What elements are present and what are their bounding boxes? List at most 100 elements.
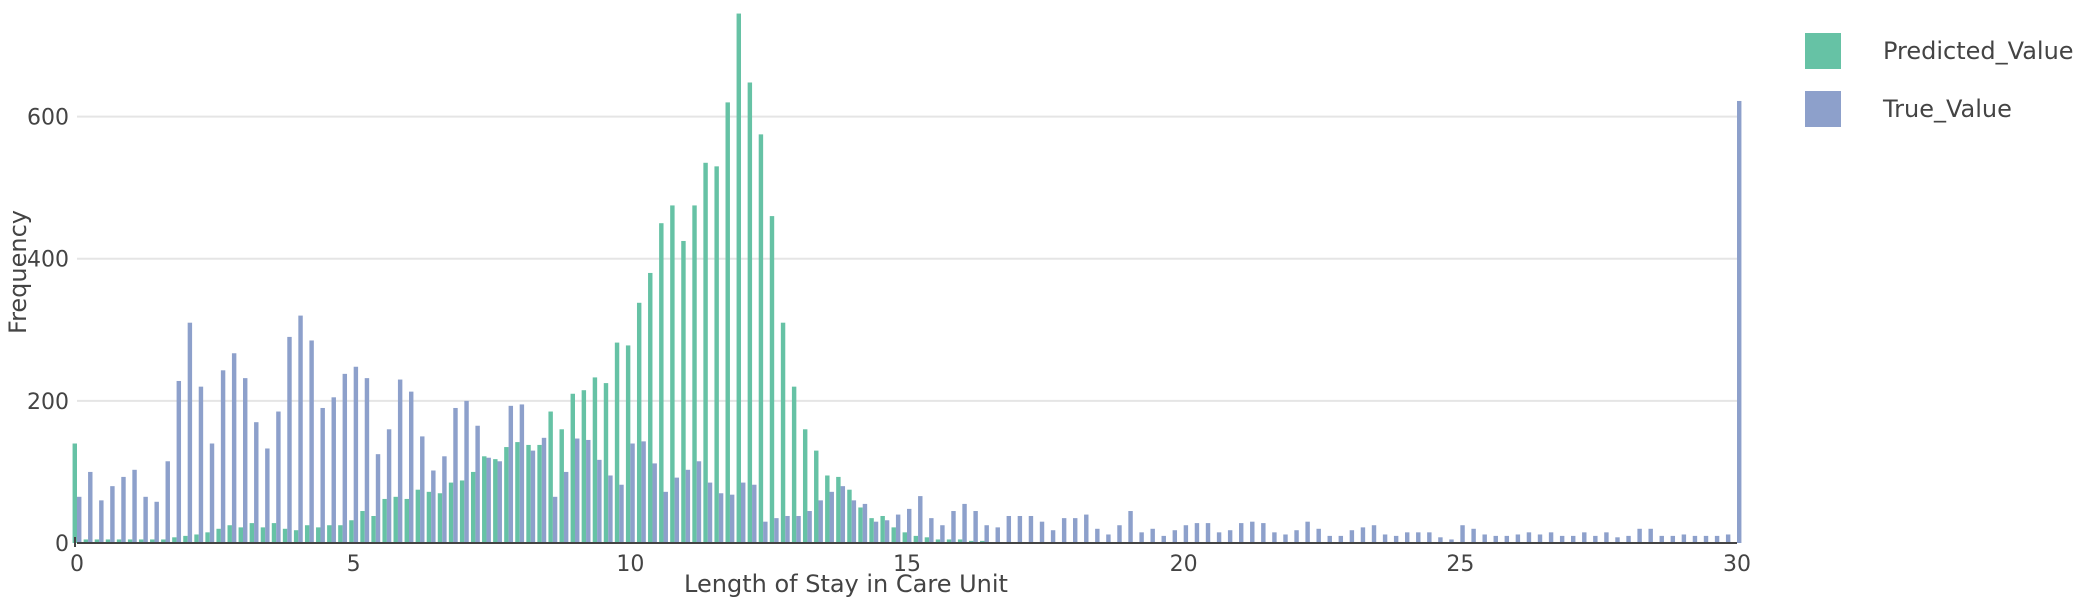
bar-true-21.8 <box>1283 534 1288 543</box>
bar-true-12.4 <box>763 521 768 543</box>
bar-true-22.2 <box>1305 521 1310 543</box>
bar-true-28.2 <box>1637 528 1642 543</box>
bar-true-23 <box>1349 530 1355 543</box>
bar-true-8.4 <box>541 437 547 543</box>
bar-true-5.6 <box>386 429 392 543</box>
bar-predicted-15 <box>902 532 907 543</box>
x-axis-title: Length of Stay in Care Unit <box>684 570 1008 598</box>
bar-predicted-9.6 <box>603 383 609 543</box>
bar-predicted-14.2 <box>858 507 863 543</box>
bar-true-19.4 <box>1150 528 1155 543</box>
bar-true-5 <box>353 366 359 543</box>
legend-swatch-true <box>1805 91 1841 127</box>
gridlines <box>77 115 1737 402</box>
bar-predicted-12.6 <box>769 216 775 543</box>
bar-predicted-9.8 <box>614 342 620 543</box>
bar-predicted-6.2 <box>415 489 421 543</box>
bar-true-0.4 <box>99 500 104 543</box>
x-tick-label-10: 10 <box>616 552 644 577</box>
bar-predicted-0.8 <box>116 539 122 543</box>
legend-item-true[interactable]: True_Value <box>1805 80 2095 138</box>
bar-true-5.8 <box>397 379 403 543</box>
bar-true-22 <box>1294 530 1299 543</box>
bar-predicted-2.6 <box>216 528 221 543</box>
bar-true-0.2 <box>88 471 93 543</box>
bar-true-0.8 <box>121 476 126 543</box>
bar-predicted-4.2 <box>304 525 310 543</box>
bar-true-24.2 <box>1416 532 1421 543</box>
bar-predicted-15.6 <box>935 539 941 543</box>
bar-predicted-10.2 <box>636 302 642 543</box>
bar-true-19.2 <box>1139 532 1144 543</box>
bar-true-0.6 <box>110 486 115 543</box>
bar-true-23.8 <box>1393 535 1399 543</box>
bar-true-12.6 <box>774 518 779 543</box>
bar-true-4.6 <box>331 397 336 543</box>
bar-true-14.4 <box>873 521 879 543</box>
bar-predicted-16.4 <box>980 540 985 543</box>
x-tick-label-15: 15 <box>893 552 921 577</box>
bar-predicted-11.4 <box>703 162 708 544</box>
legend-item-predicted[interactable]: Predicted_Value <box>1805 22 2095 80</box>
bar-true-1.4 <box>154 501 159 543</box>
bar-true-10.6 <box>663 491 668 543</box>
bar-true-12.2 <box>752 484 757 543</box>
bar-true-20.8 <box>1227 530 1233 543</box>
bar-true-23.2 <box>1360 527 1366 543</box>
bar-true-5.2 <box>364 378 370 543</box>
bar-predicted-5.6 <box>382 498 387 543</box>
bar-predicted-7.2 <box>470 471 476 543</box>
bar-true-1 <box>132 469 137 543</box>
bar-true-28 <box>1626 535 1631 543</box>
bar-true-25.2 <box>1471 528 1476 543</box>
bar-predicted-5.4 <box>371 515 376 543</box>
bar-true-16 <box>962 503 967 543</box>
bar-true-27.8 <box>1615 537 1620 543</box>
bar-true-10 <box>630 443 635 543</box>
x-tick-label-0: 0 <box>70 552 84 577</box>
bar-true-13.2 <box>807 511 812 543</box>
bar-true-12.8 <box>785 515 790 543</box>
bar-true-4.4 <box>320 407 325 543</box>
bar-predicted-3.8 <box>282 528 288 543</box>
bar-predicted-7.4 <box>482 456 487 543</box>
bar-true-18 <box>1073 518 1078 543</box>
bar-predicted-12.8 <box>780 322 786 543</box>
bar-true-0 <box>77 496 82 543</box>
bar-predicted-14.6 <box>880 515 885 543</box>
bar-true-6.6 <box>442 456 447 543</box>
bar-true-26.4 <box>1537 534 1543 543</box>
bar-true-14.2 <box>862 503 868 543</box>
bar-true-17.8 <box>1061 518 1067 543</box>
bar-true-20.2 <box>1194 523 1200 543</box>
bar-true-24.6 <box>1438 537 1443 543</box>
bar-true-22.6 <box>1327 535 1332 543</box>
bar-true-13.8 <box>840 486 846 543</box>
bar-predicted-0.6 <box>105 539 111 543</box>
bar-true-14.8 <box>895 514 901 543</box>
bar-true-11.8 <box>729 494 735 543</box>
bar-true-28.8 <box>1670 535 1676 543</box>
bar-true-15 <box>907 508 912 543</box>
bar-predicted-4.6 <box>327 525 332 543</box>
bar-true-18.8 <box>1117 525 1122 543</box>
bar-predicted-15.2 <box>913 535 919 543</box>
bar-predicted-3 <box>238 527 243 543</box>
bar-true-21 <box>1239 523 1244 543</box>
bar-true-8.2 <box>530 450 536 543</box>
bar-predicted-2.2 <box>194 534 199 543</box>
bar-true-29 <box>1681 534 1687 543</box>
bar-predicted-0 <box>72 443 77 543</box>
bar-true-11 <box>685 469 691 543</box>
bar-true-26 <box>1515 534 1521 543</box>
bar-true-11.6 <box>718 493 724 543</box>
bar-true-8.6 <box>552 496 558 543</box>
bar-true-27.6 <box>1604 532 1609 543</box>
bar-true-3 <box>243 378 248 543</box>
bar-true-12 <box>741 482 746 543</box>
bar-predicted-13.8 <box>836 476 841 543</box>
y-tick-label-0: 0 <box>55 532 69 557</box>
bar-true-14 <box>851 500 857 543</box>
x-tick-label-5: 5 <box>347 552 361 577</box>
bar-predicted-8 <box>515 442 520 543</box>
